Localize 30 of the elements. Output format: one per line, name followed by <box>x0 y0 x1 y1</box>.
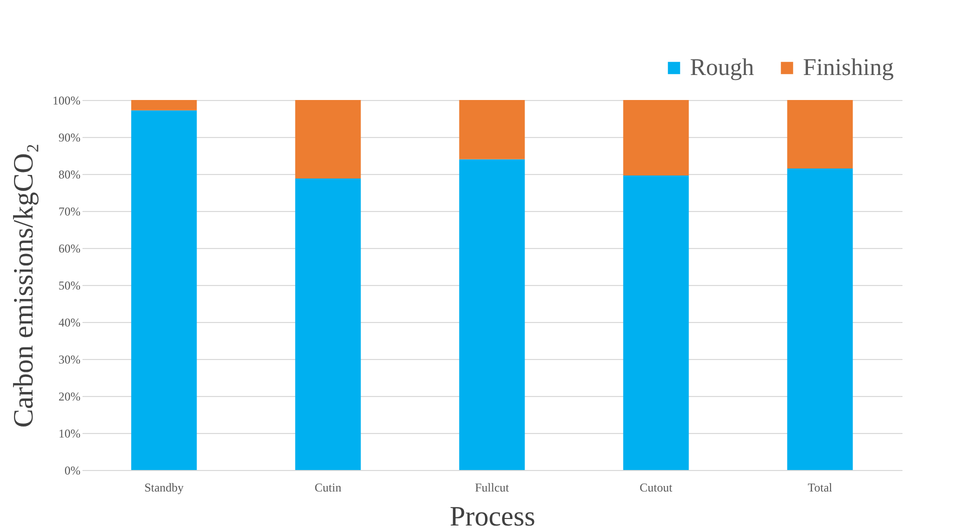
y-tick-label: 40% <box>58 316 80 330</box>
y-tick-label: 50% <box>58 278 80 292</box>
y-tick-label: 20% <box>58 390 80 404</box>
bar <box>787 168 853 470</box>
bar <box>623 175 689 470</box>
y-tick-label: 10% <box>58 426 80 440</box>
bar <box>623 100 689 176</box>
y-axis-title: Carbon emissions/kgCO₂ <box>8 143 40 428</box>
x-axis-title: Process <box>450 502 536 530</box>
bar <box>459 100 525 160</box>
x-tick-label: Cutout <box>640 480 673 494</box>
y-tick-label: 100% <box>52 94 80 108</box>
y-tick-label: 60% <box>58 242 80 256</box>
x-tick-label: Fullcut <box>474 480 510 494</box>
x-tick-label: Total <box>808 480 833 494</box>
y-tick-label: 70% <box>58 204 80 218</box>
bar <box>787 100 853 168</box>
x-tick-label: Standby <box>144 480 184 494</box>
bar <box>131 100 197 110</box>
bar <box>131 110 197 470</box>
legend-label: Rough <box>690 55 754 81</box>
legend-label: Finishing <box>803 55 894 81</box>
bar <box>295 100 361 178</box>
bar <box>459 159 525 470</box>
bar <box>295 178 361 470</box>
y-tick-label: 30% <box>58 352 80 366</box>
y-tick-label: 90% <box>58 130 80 144</box>
y-tick-label: 0% <box>64 464 80 478</box>
y-tick-label: 80% <box>58 168 80 182</box>
x-tick-label: Cutin <box>314 480 342 494</box>
